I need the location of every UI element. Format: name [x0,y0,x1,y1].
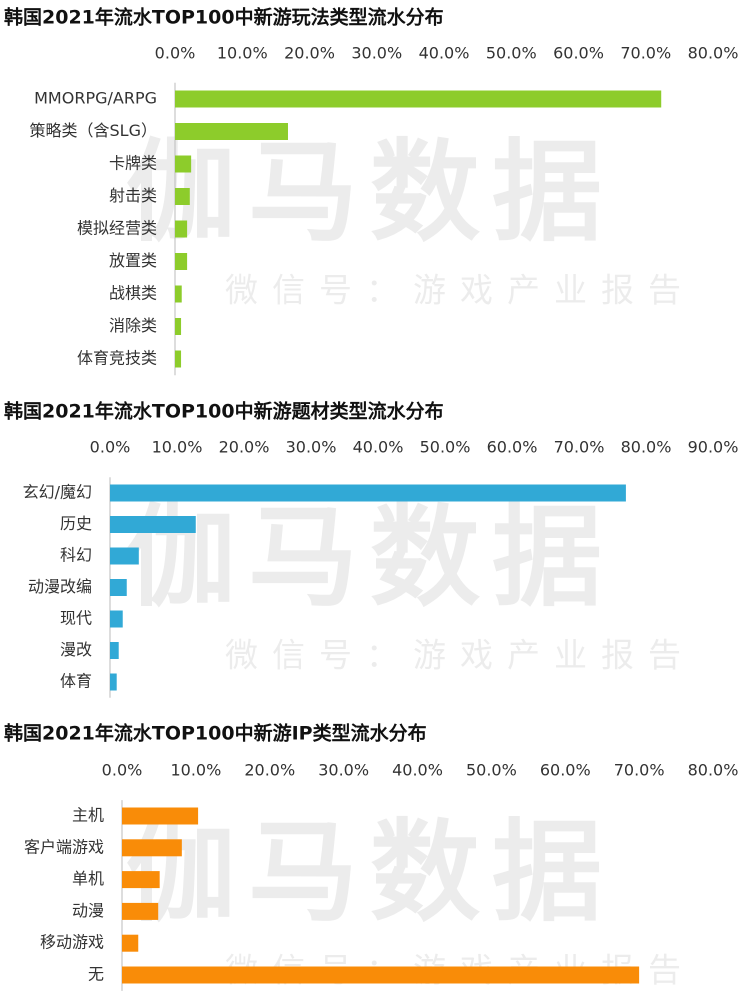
chart-title: 韩国2021年流水TOP100中新游题材类型流水分布 [4,400,444,423]
bar [175,220,188,238]
x-tick-label: 70.0% [620,44,671,63]
bar [122,807,199,825]
x-tick-label: 80.0% [621,438,672,457]
category-label: 历史 [60,514,92,533]
x-tick-label: 70.0% [554,438,605,457]
x-tick-label: 50.0% [466,761,517,780]
x-tick-label: 30.0% [286,438,337,457]
bar [122,966,640,984]
bar [122,871,160,889]
x-tick-label: 80.0% [688,44,739,63]
bar [110,516,196,533]
category-label: 体育竞技类 [77,349,157,368]
x-tick-label: 40.0% [353,438,404,457]
x-tick-label: 50.0% [420,438,471,457]
x-tick-label: 10.0% [217,44,268,63]
category-label: 战棋类 [109,284,157,303]
x-tick-label: 60.0% [487,438,538,457]
bar [175,90,662,108]
category-label: 玄幻/魔幻 [23,483,92,502]
bar [110,547,139,565]
x-tick-label: 20.0% [284,44,335,63]
category-label: 动漫 [72,901,104,920]
bar [110,579,127,596]
bar [175,123,288,140]
category-label: 模拟经营类 [77,219,157,238]
category-label: 客户端游戏 [24,837,104,856]
watermark-title: 伽马数据 [126,493,614,621]
bar [175,350,182,368]
x-tick-label: 40.0% [419,44,470,63]
category-label: 单机 [72,869,104,888]
category-label: 移动游戏 [40,933,104,952]
category-label: 射击类 [109,186,157,205]
category-label: 现代 [60,609,92,628]
category-label: 漫改 [60,640,92,659]
bar [122,839,182,857]
x-tick-label: 0.0% [102,761,143,780]
bar [175,318,182,335]
bar [110,642,119,659]
bar [122,934,139,952]
x-tick-label: 10.0% [152,438,203,457]
x-tick-label: 60.0% [553,44,604,63]
bar [110,484,626,502]
category-label: 放置类 [109,251,157,270]
bar [175,253,188,270]
x-tick-label: 0.0% [155,44,196,63]
bar [175,155,192,173]
x-tick-label: 20.0% [219,438,270,457]
watermark-subtitle: 微信号：游戏产业报告 [225,271,695,310]
x-tick-label: 60.0% [540,761,591,780]
bar [122,902,159,920]
category-label: 主机 [72,806,104,825]
category-label: MMORPG/ARPG [34,89,157,108]
watermark-title: 伽马数据 [126,128,614,256]
chart-title: 韩国2021年流水TOP100中新游IP类型流水分布 [4,722,427,745]
bar [110,673,117,691]
x-tick-label: 50.0% [486,44,537,63]
x-tick-label: 20.0% [244,761,295,780]
x-tick-label: 30.0% [351,44,402,63]
chart-title: 韩国2021年流水TOP100中新游玩法类型流水分布 [4,6,444,29]
x-tick-label: 40.0% [392,761,443,780]
category-label: 科幻 [60,546,92,565]
category-label: 动漫改编 [28,577,92,596]
x-tick-label: 70.0% [614,761,665,780]
bar [175,188,190,205]
x-tick-label: 80.0% [688,761,739,780]
watermark-subtitle: 微信号：游戏产业报告 [225,636,695,675]
category-label: 无 [88,965,104,984]
category-label: 策略类（含SLG） [30,121,157,140]
bar [110,610,123,628]
category-label: 消除类 [109,316,157,335]
category-label: 卡牌类 [109,154,157,173]
watermark-title: 伽马数据 [126,808,614,936]
x-tick-label: 90.0% [688,438,739,457]
x-tick-label: 10.0% [170,761,221,780]
bar [175,285,182,303]
x-tick-label: 30.0% [318,761,369,780]
x-tick-label: 0.0% [90,438,131,457]
category-label: 体育 [60,672,92,691]
